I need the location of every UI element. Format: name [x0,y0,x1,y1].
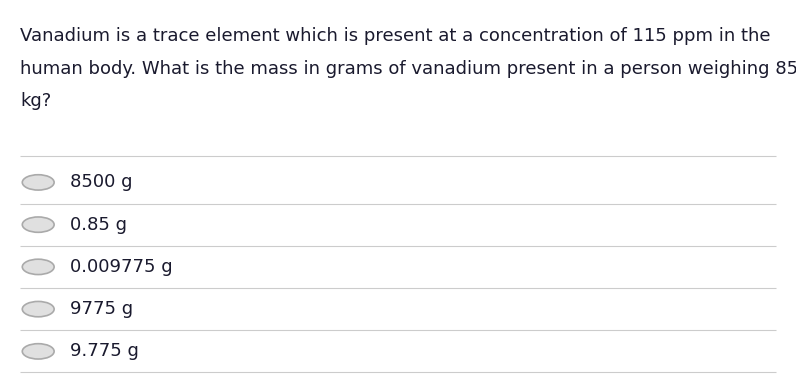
Text: 9775 g: 9775 g [70,300,133,318]
Circle shape [22,301,54,317]
Text: kg?: kg? [20,92,51,110]
Text: 0.009775 g: 0.009775 g [70,258,173,276]
Circle shape [22,259,54,275]
Circle shape [22,175,54,190]
Text: Vanadium is a trace element which is present at a concentration of 115 ppm in th: Vanadium is a trace element which is pre… [20,27,771,45]
Text: 9.775 g: 9.775 g [70,343,139,360]
Text: human body. What is the mass in grams of vanadium present in a person weighing 8: human body. What is the mass in grams of… [20,60,796,78]
Text: 0.85 g: 0.85 g [70,216,127,233]
Circle shape [22,217,54,232]
Circle shape [22,344,54,359]
Text: 8500 g: 8500 g [70,174,133,191]
